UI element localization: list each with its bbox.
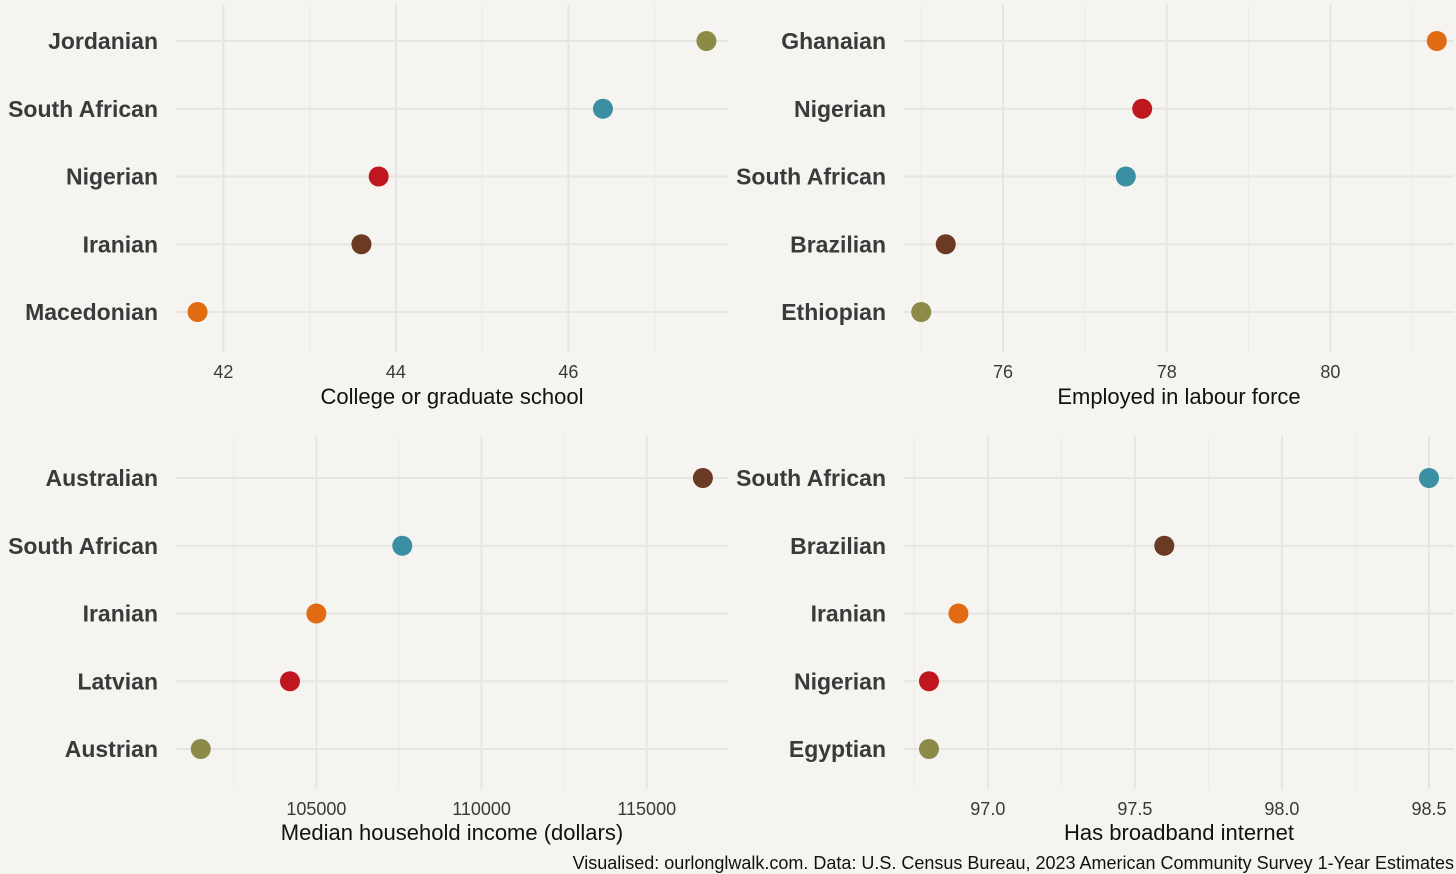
data-point-nigerian xyxy=(1132,98,1153,119)
category-label: Brazilian xyxy=(790,231,886,257)
category-label: South African xyxy=(736,164,886,190)
x-tick-label: 97.5 xyxy=(1117,799,1152,819)
category-label: Ethiopian xyxy=(781,299,886,325)
data-point-ethiopian xyxy=(911,302,932,322)
category-label: Iranian xyxy=(83,231,158,257)
x-tick-label: 76 xyxy=(993,362,1013,382)
facet-panel-3: Australian South African Iranian Latvian Aus… xyxy=(8,436,728,845)
x-tick-label: 46 xyxy=(558,362,578,382)
x-tick-label: 97.0 xyxy=(970,799,1005,819)
facet-panel-1: Jordanian South African Nigerian Iranian Mac… xyxy=(8,4,728,409)
category-label: Nigerian xyxy=(794,96,886,122)
x-axis-title: Employed in labour force xyxy=(1057,384,1300,409)
category-label: Macedonian xyxy=(25,299,158,325)
x-tick-label: 80 xyxy=(1320,362,1340,382)
data-point-jordanian xyxy=(696,31,717,51)
x-tick-label: 115000 xyxy=(617,799,676,819)
x-tick-label: 110000 xyxy=(452,799,511,819)
data-point-egyptian xyxy=(919,739,939,759)
x-axis-title: Has broadband internet xyxy=(1064,820,1294,845)
x-tick-label: 105000 xyxy=(286,799,346,819)
x-tick-label: 42 xyxy=(213,362,233,382)
category-label: Australian xyxy=(46,465,158,491)
category-label: Latvian xyxy=(77,668,158,694)
data-point-iranian xyxy=(948,603,969,624)
data-point-brazilian xyxy=(935,234,956,255)
data-point-south-african xyxy=(1115,166,1136,187)
data-point-macedonian xyxy=(187,302,208,322)
category-label: Nigerian xyxy=(794,668,886,694)
category-label: Jordanian xyxy=(48,28,158,54)
x-axis-title: College or graduate school xyxy=(321,384,584,409)
x-tick-label: 78 xyxy=(1157,362,1177,382)
facet-panel-2: Ghanaian Nigerian South African Brazilian Et… xyxy=(736,4,1454,409)
category-label: South African xyxy=(736,465,886,491)
data-point-south-african xyxy=(392,535,413,556)
category-label: Nigerian xyxy=(66,164,158,190)
data-point-ghanaian xyxy=(1426,31,1447,51)
data-point-australian xyxy=(692,468,713,488)
data-point-nigerian xyxy=(919,671,939,692)
data-point-nigerian xyxy=(368,166,389,187)
chart-caption: Visualised: ourlonglwalk.com. Data: U.S.… xyxy=(572,853,1454,873)
x-tick-label: 98.5 xyxy=(1411,799,1446,819)
data-point-brazilian xyxy=(1154,535,1175,556)
category-label: Brazilian xyxy=(790,533,886,559)
data-point-south-african xyxy=(1419,468,1439,488)
category-label: Iranian xyxy=(83,601,158,627)
category-label: South African xyxy=(8,533,158,559)
category-label: South African xyxy=(8,96,158,122)
category-label: Ghanaian xyxy=(781,28,886,54)
data-point-south-african xyxy=(592,98,613,119)
x-tick-label: 98.0 xyxy=(1264,799,1299,819)
data-point-austrian xyxy=(190,739,211,759)
facet-panel-4: South African Brazilian Iranian Nigerian Egy… xyxy=(736,436,1454,845)
category-label: Iranian xyxy=(811,601,886,627)
x-axis-title: Median household income (dollars) xyxy=(281,820,623,845)
data-point-iranian xyxy=(306,603,327,624)
category-label: Egyptian xyxy=(789,736,886,762)
data-point-latvian xyxy=(279,671,300,692)
data-point-iranian xyxy=(351,234,372,255)
x-tick-label: 44 xyxy=(386,362,406,382)
category-label: Austrian xyxy=(65,736,158,762)
